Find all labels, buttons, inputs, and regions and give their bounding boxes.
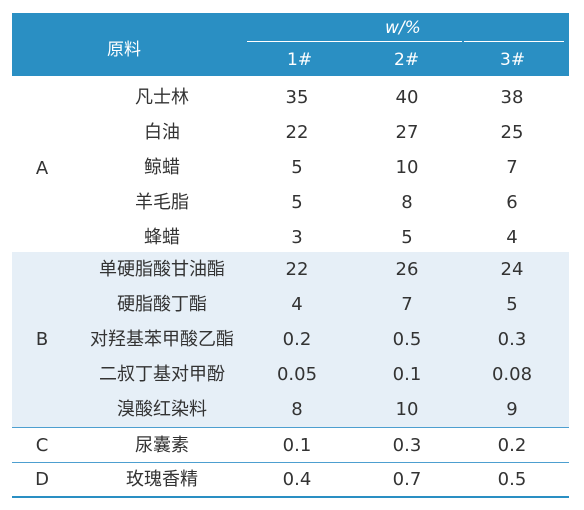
row-material: 单硬脂酸甘油酯: [99, 259, 225, 280]
table-row: 羊毛脂 5 8 6: [12, 185, 569, 220]
row-material: 二叔丁基对甲酚: [99, 364, 225, 385]
table-row: 凡士林 35 40 38: [12, 80, 569, 115]
row-value-3: 4: [506, 227, 518, 248]
row-material: 硬脂酸丁酯: [117, 294, 207, 315]
row-value-1: 3: [291, 227, 303, 248]
group-label-d: D: [35, 469, 49, 490]
group-label-c: C: [35, 435, 49, 456]
row-value-3: 9: [506, 399, 518, 420]
row-value-2: 8: [401, 192, 413, 213]
row-value-3: 24: [500, 259, 524, 280]
row-value-2: 26: [395, 259, 419, 280]
row-value-1: 8: [291, 399, 303, 420]
table-row: 尿囊素 0.1 0.3 0.2: [12, 428, 569, 463]
header-col-1: 1#: [287, 50, 313, 70]
row-value-1: 22: [285, 122, 309, 143]
row-material: 对羟基苯甲酸乙酯: [90, 329, 234, 350]
row-material: 鲸蜡: [144, 157, 180, 178]
header-rule-2: [464, 41, 564, 42]
row-value-1: 0.05: [276, 364, 318, 385]
row-value-1: 0.4: [282, 469, 312, 490]
table-row: 单硬脂酸甘油酯 22 26 24: [12, 252, 569, 287]
row-value-3: 6: [506, 192, 518, 213]
row-value-2: 27: [395, 122, 419, 143]
row-value-1: 22: [285, 259, 309, 280]
table-row: 二叔丁基对甲酚 0.05 0.1 0.08: [12, 357, 569, 392]
row-value-2: 5: [401, 227, 413, 248]
row-material: 白油: [144, 122, 180, 143]
table-bottom-rule: [12, 496, 569, 498]
row-value-3: 0.3: [497, 329, 527, 350]
row-material: 凡士林: [135, 87, 189, 108]
row-value-1: 4: [291, 294, 303, 315]
table-row: 玫瑰香精 0.4 0.7 0.5: [12, 462, 569, 497]
row-value-2: 0.3: [392, 435, 422, 456]
row-value-2: 7: [401, 294, 413, 315]
table-row: 溴酸红染料 8 10 9: [12, 392, 569, 427]
row-value-2: 10: [395, 399, 419, 420]
table-row: 蜂蜡 3 5 4: [12, 220, 569, 255]
row-value-3: 0.2: [497, 435, 527, 456]
row-value-2: 10: [395, 157, 419, 178]
group-label-b: B: [35, 329, 49, 350]
row-value-1: 5: [291, 157, 303, 178]
table-row: 鲸蜡 5 10 7: [12, 150, 569, 185]
table-header: 原料 w/% 1# 2# 3#: [12, 13, 569, 76]
row-value-3: 7: [506, 157, 518, 178]
table-row: 对羟基苯甲酸乙酯 0.2 0.5 0.3: [12, 322, 569, 357]
row-value-2: 40: [395, 87, 419, 108]
row-value-3: 38: [500, 87, 524, 108]
row-material: 玫瑰香精: [126, 469, 198, 490]
row-value-2: 0.1: [392, 364, 422, 385]
row-material: 羊毛脂: [135, 192, 189, 213]
group-divider: [12, 427, 569, 428]
row-value-3: 5: [506, 294, 518, 315]
row-material: 尿囊素: [135, 435, 189, 456]
row-material: 溴酸红染料: [117, 399, 207, 420]
row-value-1: 35: [285, 87, 309, 108]
row-value-1: 0.2: [282, 329, 312, 350]
header-col-3: 3#: [500, 50, 526, 70]
row-value-2: 0.7: [392, 469, 422, 490]
row-material: 蜂蜡: [144, 227, 180, 248]
row-value-2: 0.5: [392, 329, 422, 350]
header-col-2: 2#: [394, 50, 420, 70]
table-row: 硬脂酸丁酯 4 7 5: [12, 287, 569, 322]
row-value-1: 5: [291, 192, 303, 213]
group-label-a: A: [35, 158, 49, 179]
header-mass-fraction: w/%: [385, 18, 421, 38]
header-material: 原料: [107, 40, 141, 60]
header-rule-1: [247, 41, 462, 42]
table-row: 白油 22 27 25: [12, 115, 569, 150]
row-value-1: 0.1: [282, 435, 312, 456]
row-value-3: 25: [500, 122, 524, 143]
group-divider: [12, 462, 569, 463]
row-value-3: 0.5: [497, 469, 527, 490]
row-value-3: 0.08: [491, 364, 533, 385]
